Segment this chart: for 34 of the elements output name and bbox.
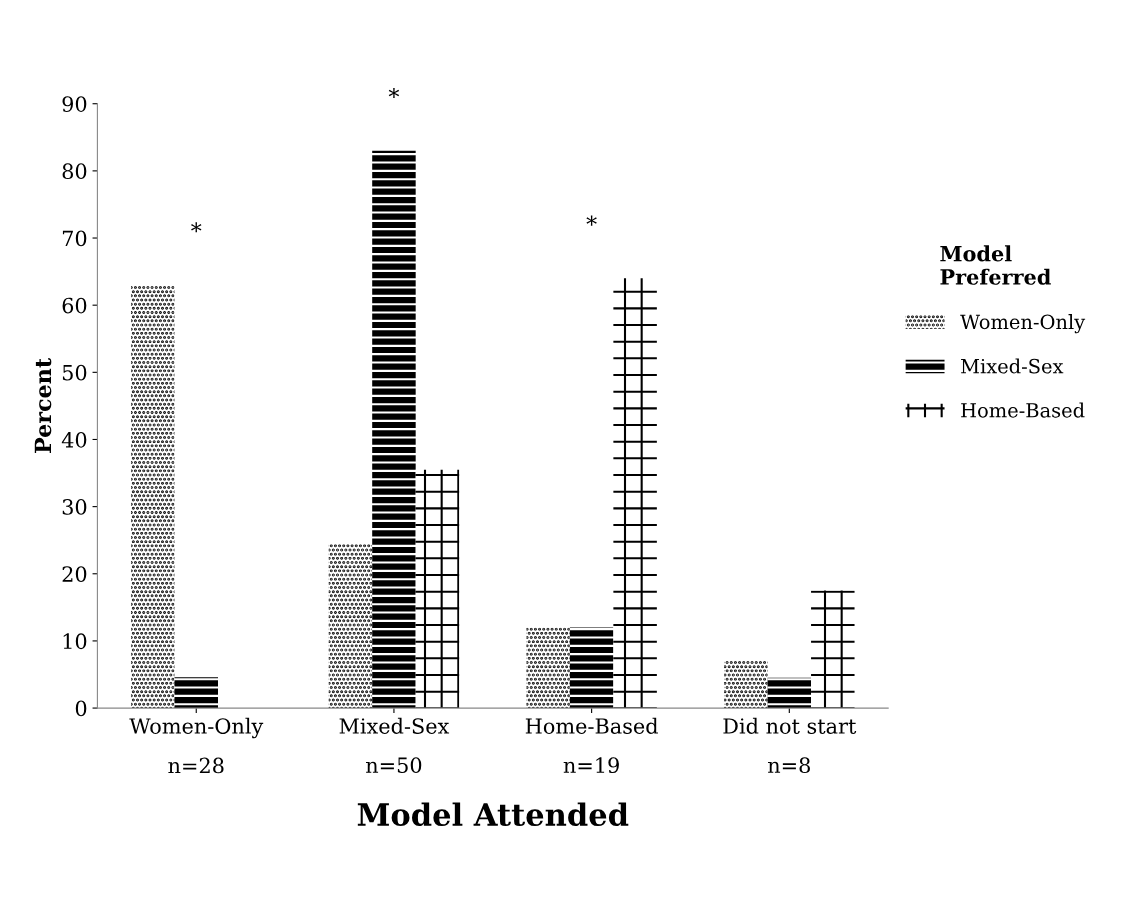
bar [767, 677, 812, 709]
bar [613, 278, 657, 709]
legend-label: Home-Based [961, 402, 1085, 418]
y-axis-title: Percent [34, 357, 52, 453]
y-tick-label: 0 [75, 700, 87, 717]
bar [811, 590, 855, 709]
bar [174, 677, 218, 709]
y-tick-label: 60 [62, 297, 87, 314]
bar [328, 543, 373, 709]
bar [415, 469, 460, 709]
y-tick-label: 70 [62, 230, 87, 247]
x-tick-label: Mixed-Sex n=50 [339, 717, 450, 774]
x-tick-label: Did not start n=8 [723, 717, 857, 774]
annotation: * [586, 215, 597, 226]
y-tick-label: 40 [61, 431, 87, 448]
bar [724, 661, 768, 709]
y-tick-label: 50 [62, 364, 87, 381]
legend-label: Mixed-Sex [961, 358, 1064, 374]
y-tick-label: 90 [62, 96, 87, 112]
legend-title: Model Preferred [940, 245, 1051, 285]
y-tick-label: 20 [62, 566, 87, 582]
bar [131, 285, 175, 709]
text: * [388, 87, 400, 99]
bar [372, 150, 416, 709]
legend-label: Women-Only [960, 314, 1086, 334]
x-tick-label: Home-Based n=19 [525, 717, 658, 774]
y-tick-label: 10 [63, 633, 87, 650]
x-tick-label: Women-Only n=28 [129, 717, 264, 774]
x-axis-title: Model Attended [357, 802, 629, 827]
bar [526, 627, 570, 709]
annotation: * [191, 222, 202, 233]
y-tick-label: 30 [62, 499, 87, 515]
bar [569, 627, 614, 709]
y-tick-label: 80 [62, 163, 87, 180]
